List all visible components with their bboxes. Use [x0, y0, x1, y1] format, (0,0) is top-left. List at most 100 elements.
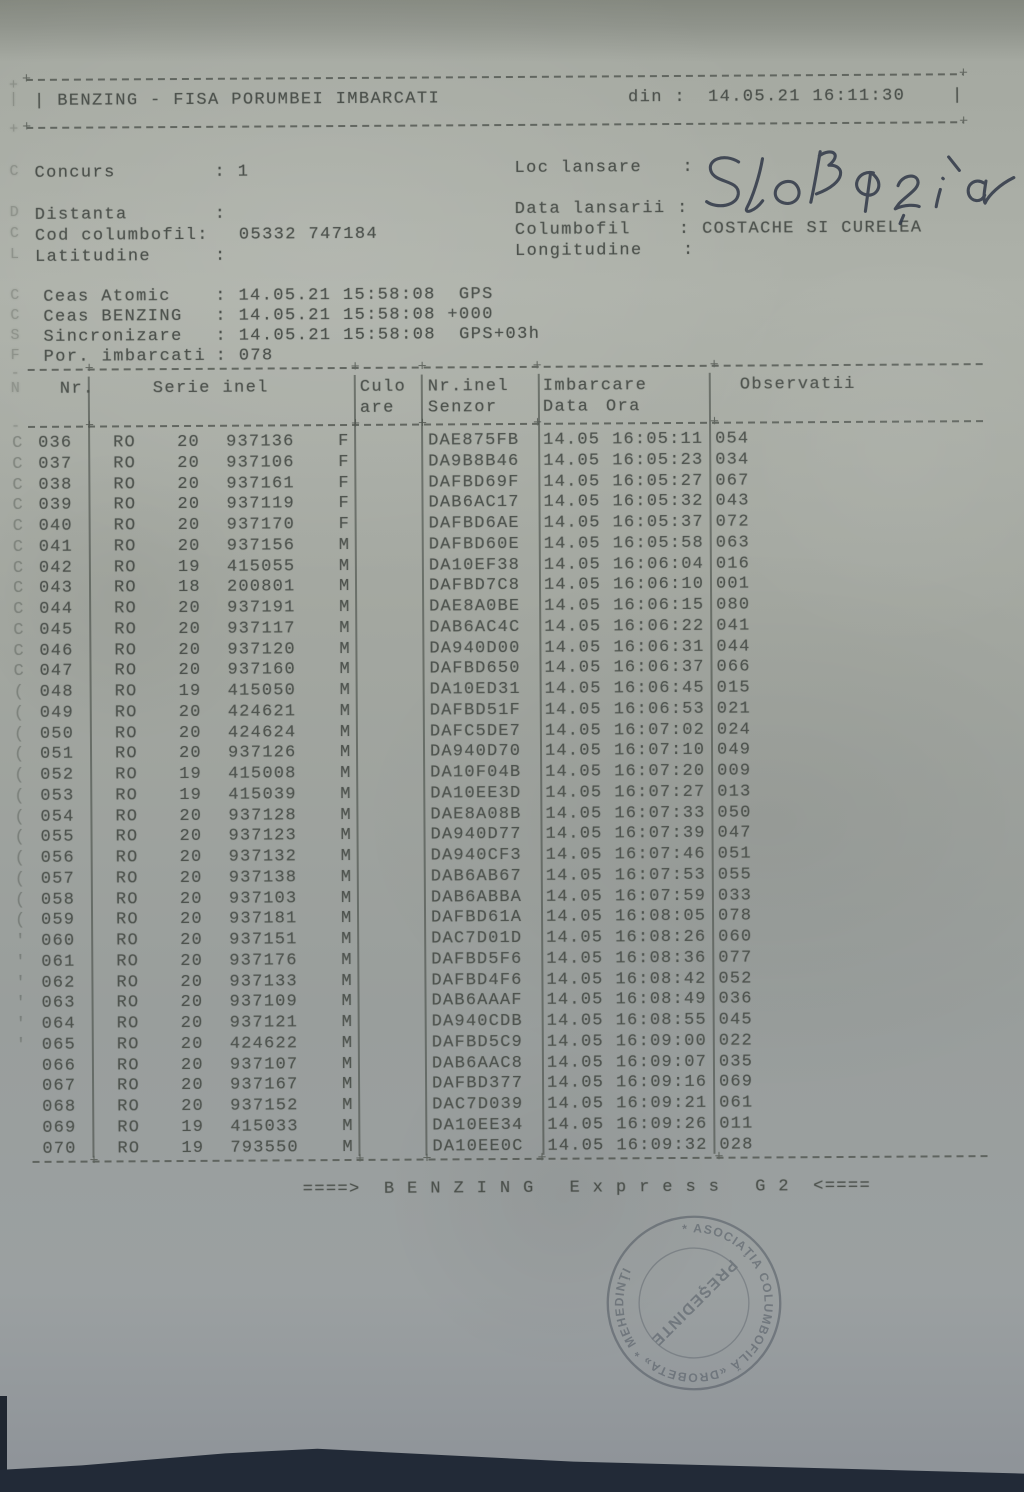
handwriting-slobozia: [705, 150, 1016, 226]
row-obs: 063: [715, 533, 751, 553]
row-date: 14.05: [544, 637, 602, 658]
clock-benzing-label: Ceas BENZING: [43, 307, 183, 327]
row-obs: 044: [716, 637, 751, 657]
row-time: 16:07:53: [614, 865, 707, 886]
row-nr: 048: [39, 682, 74, 702]
row-year: 19: [177, 557, 201, 577]
row-date: 14.05: [545, 824, 603, 845]
row-sensor: DAB6AAC8: [431, 1053, 524, 1073]
row-country: RO: [116, 1035, 140, 1055]
row-nr: 065: [41, 1035, 77, 1055]
bleed-through-glyph: (: [14, 848, 27, 869]
bleed-through-glyph: C: [13, 620, 25, 640]
row-year: 20: [178, 640, 202, 660]
row-nr: 068: [42, 1097, 77, 1117]
row-date: 14.05: [543, 471, 601, 492]
row-ring: 937126: [227, 743, 297, 763]
row-nr: 050: [39, 724, 75, 744]
bleed-through-glyph: ': [15, 994, 28, 1014]
row-sensor: DA10EE3D: [430, 783, 522, 804]
row-ring: 937133: [229, 971, 298, 992]
row-sex: M: [339, 722, 352, 742]
bleed-through-glyph: (: [13, 682, 26, 703]
row-date: 14.05: [546, 1052, 605, 1073]
footer-device-text: ====> B E N Z I N G E x p r e s s G 2 <=…: [302, 1176, 872, 1200]
col-header-senzor-1: Nr.inel: [427, 377, 510, 397]
bleed-through-glyph: C: [12, 454, 24, 474]
bleed-through-glyph: ': [15, 973, 27, 993]
row-country: RO: [116, 952, 140, 972]
row-nr: 051: [39, 744, 75, 765]
row-date: 14.05: [543, 534, 601, 554]
clock-sync-value: : 14.05.21 15:58:08 GPS+03h: [215, 324, 541, 346]
row-date: 14.05: [546, 1032, 604, 1052]
row-date: 14.05: [543, 430, 601, 450]
row-obs: 067: [715, 471, 750, 491]
row-sensor: DAFBD650: [429, 659, 521, 679]
bleed-through-glyph: ': [15, 1035, 28, 1055]
row-sensor: DAE875FB: [428, 430, 520, 451]
row-ring: 937151: [229, 930, 298, 950]
header-box-right-pipe: |: [951, 86, 964, 106]
row-country: RO: [113, 516, 137, 536]
row-ring: 937161: [226, 473, 295, 494]
row-year: 20: [179, 806, 203, 826]
row-time: 16:07:33: [614, 803, 706, 823]
bleed-through-glyph: S: [10, 327, 20, 345]
association-stamp: * ASOCIAŢIA COLUMBOFILĂ «DROBETA» * MEHE…: [600, 1210, 787, 1397]
row-nr: 070: [42, 1139, 77, 1159]
bleed-through-glyph: C: [12, 433, 24, 454]
row-country: RO: [114, 744, 138, 764]
row-obs: 080: [716, 595, 751, 615]
row-ring: 415050: [227, 681, 297, 701]
bleed-through-glyph: C: [13, 599, 25, 620]
row-ring: 937128: [228, 805, 297, 826]
row-date: 14.05: [547, 1094, 605, 1114]
col-header-imbarcare: Imbarcare: [542, 376, 648, 396]
row-date: 14.05: [545, 907, 604, 928]
row-date: 14.05: [543, 575, 602, 596]
row-nr: 059: [40, 910, 76, 931]
bleed-through-glyph: ': [15, 952, 27, 972]
bleed-through-glyph: C: [10, 287, 20, 305]
row-country: RO: [114, 620, 138, 640]
row-year: 19: [178, 681, 202, 702]
clock-atomic-label: Ceas Atomic: [43, 287, 171, 307]
row-country: RO: [114, 599, 138, 619]
row-ring: 937170: [226, 515, 296, 535]
bleed-through-glyph: C: [9, 225, 19, 243]
field-concurs-label: Concurs: [34, 163, 116, 183]
clock-benzing-value: : 14.05.21 15:58:08 +000: [215, 305, 494, 326]
row-nr: 055: [40, 827, 75, 848]
row-obs: 034: [715, 450, 750, 470]
row-time: 16:06:10: [612, 575, 705, 595]
col-header-senzor-2: Senzor: [427, 398, 498, 418]
row-date: 14.05: [544, 700, 602, 720]
row-country: RO: [115, 910, 139, 930]
bleed-through-glyph: (: [13, 745, 26, 765]
bleed-through-glyph: C: [12, 496, 24, 516]
table-separator-header: +++++: [28, 414, 984, 435]
row-sex: F: [338, 431, 350, 452]
bleed-through-glyph: ': [15, 1014, 28, 1035]
row-date: 14.05: [546, 990, 604, 1011]
row-ring: 937103: [228, 888, 298, 909]
col-header-nr: Nr.: [59, 379, 95, 399]
row-sensor: DAB6ABBA: [430, 887, 523, 907]
row-time: 16:05:27: [612, 471, 704, 491]
row-year: 20: [177, 495, 201, 515]
bleed-through-glyph: (: [14, 765, 26, 786]
bleed-through-glyph: (: [15, 911, 27, 931]
row-country: RO: [117, 1118, 141, 1138]
row-date: 14.05: [543, 451, 601, 471]
row-sex: M: [338, 556, 351, 576]
row-obs: 016: [715, 554, 751, 574]
row-sex: M: [339, 743, 352, 763]
row-time: 16:08:42: [615, 969, 707, 989]
row-ring: 424622: [229, 1034, 299, 1054]
row-obs: 009: [717, 761, 752, 781]
row-obs: 013: [717, 782, 752, 802]
row-sensor: DA9B8B46: [428, 451, 520, 472]
row-year: 20: [180, 1055, 204, 1075]
